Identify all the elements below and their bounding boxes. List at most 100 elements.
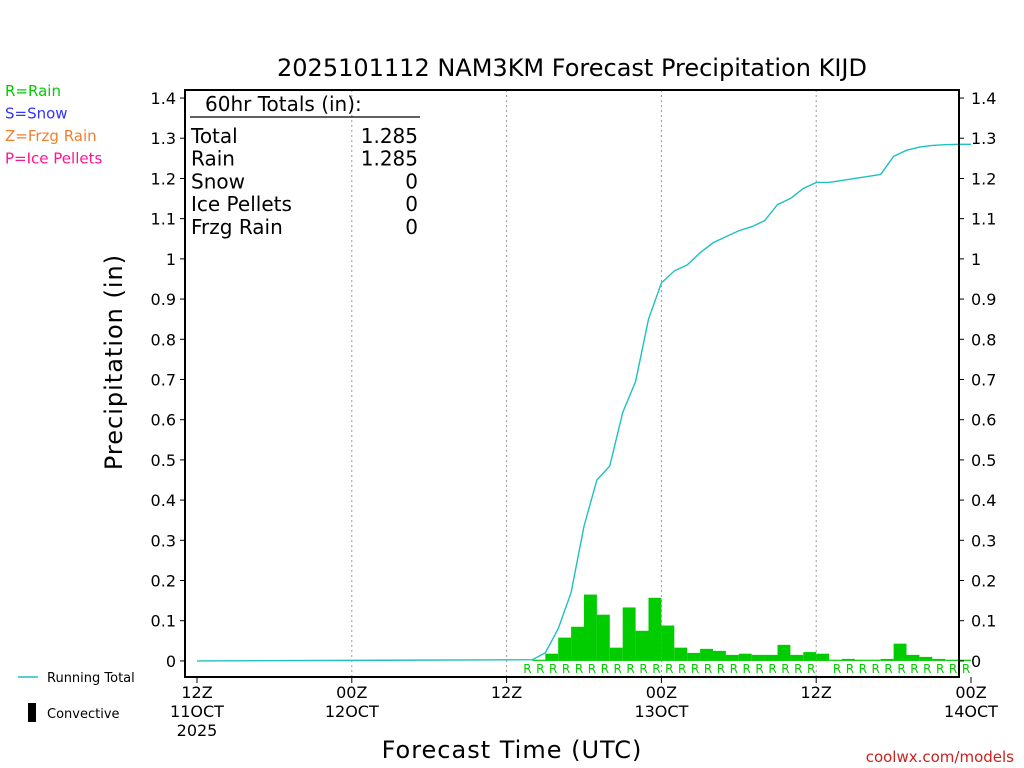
ytick-label-right-8: 0.8 <box>971 330 996 349</box>
ytick-label-right-10: 1 <box>971 250 981 269</box>
precip-bar-40 <box>700 648 713 661</box>
xtick-label-1-0: 00Z <box>336 683 367 702</box>
precip-bar-48 <box>803 652 817 661</box>
ptype-letter-26: R <box>523 662 531 676</box>
precip-type-legend: R=Rain S=Snow Z=Frzg Rain P=Ice Pellets <box>5 82 102 168</box>
ptype-letter-48: R <box>807 662 815 676</box>
ytick-label-left-12: 1.2 <box>151 169 176 188</box>
ytick-label-left-6: 0.6 <box>151 411 176 430</box>
ytick-label-left-8: 0.8 <box>151 330 176 349</box>
ytick-label-right-3: 0.3 <box>971 531 996 550</box>
y-axis-left: 0 0.1 0.2 0.3 0.4 0.5 0.6 0.7 0.8 0.9 1 1.1 1.2 1.3 1.… <box>151 89 185 671</box>
totals-value-2: 0 <box>405 169 418 193</box>
totals-value-3: 0 <box>405 192 418 216</box>
xtick-label-5-0: 00Z <box>955 683 986 702</box>
precip-bar-43 <box>738 653 752 661</box>
running-total-legend-label: Running Total <box>47 671 135 686</box>
plot-frame <box>184 89 960 678</box>
vertical-gridlines <box>351 90 817 677</box>
xtick-label-4-0: 12Z <box>801 683 832 702</box>
xtick-label-3-0: 00Z <box>646 683 677 702</box>
ytick-label-left-0: 0 <box>166 652 176 671</box>
ytick-label-left-3: 0.3 <box>151 531 176 550</box>
ptype-letter-58: R <box>936 662 944 676</box>
totals-header: 60hr Totals (in): <box>205 92 362 116</box>
precip-bar-52 <box>854 659 868 661</box>
convective-legend-label: Convective <box>47 707 120 722</box>
precip-bar-29 <box>558 637 572 661</box>
ptype-letter-52: R <box>859 662 867 676</box>
ytick-label-left-1: 0.1 <box>151 612 176 631</box>
totals-label-2: Snow <box>191 169 245 193</box>
ptype-letter-55: R <box>897 662 905 676</box>
ptype-letter-60: R <box>962 662 970 676</box>
ptype-letter-47: R <box>794 662 802 676</box>
legend-type-2: Z=Frzg Rain <box>5 127 97 145</box>
precip-bar-57 <box>919 656 933 661</box>
ptype-letter-38: R <box>678 662 686 676</box>
ytick-label-right-14: 1.4 <box>971 89 996 108</box>
ptype-letter-59: R <box>949 662 957 676</box>
totals-label-3: Ice Pellets <box>191 192 292 216</box>
ptype-letter-33: R <box>614 662 622 676</box>
ytick-label-left-4: 0.4 <box>151 491 176 510</box>
ptype-letter-40: R <box>704 662 712 676</box>
xtick-label-5-1: 14OCT <box>944 702 998 721</box>
precip-bar-36 <box>648 597 662 661</box>
ptype-letter-30: R <box>575 662 583 676</box>
ptype-letter-56: R <box>910 662 918 676</box>
ptype-letter-41: R <box>717 662 725 676</box>
ytick-label-right-4: 0.4 <box>971 491 996 510</box>
totals-box: 60hr Totals (in): Total 1.285 Rain 1.285 Sno… <box>190 92 420 239</box>
running-total-line <box>196 143 971 662</box>
ptype-letter-54: R <box>884 662 892 676</box>
precip-bar-31 <box>584 594 597 661</box>
credit-text: coolwx.com/models <box>866 748 1014 766</box>
ytick-label-left-9: 0.9 <box>151 290 176 309</box>
precip-bar-28 <box>545 653 559 661</box>
ytick-label-right-6: 0.6 <box>971 411 996 430</box>
totals-label-1: Rain <box>191 147 235 171</box>
ptype-letter-51: R <box>846 662 854 676</box>
convective-legend-swatch <box>28 703 36 722</box>
ytick-label-left-13: 1.3 <box>151 129 176 148</box>
xtick-label-0-2: 2025 <box>177 721 218 740</box>
precip-bar-59 <box>945 659 959 661</box>
precip-bar-34 <box>622 607 636 661</box>
precip-bar-30 <box>571 626 584 661</box>
ptype-letter-46: R <box>781 662 789 676</box>
totals-label-0: Total <box>190 124 238 148</box>
ptype-letter-53: R <box>872 662 880 676</box>
x-axis-label: Forecast Time (UTC) <box>382 736 643 764</box>
precip-bar-46 <box>777 644 791 661</box>
ytick-label-right-13: 1.3 <box>971 129 996 148</box>
precip-bar-58 <box>932 658 946 661</box>
ytick-label-left-7: 0.7 <box>151 370 176 389</box>
ptype-letter-50: R <box>833 662 841 676</box>
precip-bar-54 <box>880 658 894 661</box>
xtick-label-0-0: 12Z <box>181 683 212 702</box>
totals-value-0: 1.285 <box>361 124 418 148</box>
xtick-label-2-0: 12Z <box>491 683 522 702</box>
totals-value-1: 1.285 <box>361 147 418 171</box>
chart-title: 2025101112 NAM3KM Forecast Precipitation… <box>277 54 867 82</box>
precip-bar-49 <box>816 653 830 661</box>
precip-bar-55 <box>893 643 907 661</box>
ptype-letter-45: R <box>768 662 776 676</box>
ptype-letter-27: R <box>536 662 544 676</box>
precip-bar-33 <box>609 647 623 661</box>
precip-bar-56 <box>906 654 920 661</box>
xtick-label-0-1: 11OCT <box>170 702 224 721</box>
precip-bar-39 <box>687 652 701 661</box>
precip-bar-38 <box>674 647 688 661</box>
precip-bar-42 <box>725 654 739 661</box>
ytick-label-left-11: 1.1 <box>151 210 176 229</box>
precip-bar-50 <box>829 659 842 661</box>
precip-bar-37 <box>661 625 675 661</box>
ptype-letter-29: R <box>562 662 570 676</box>
ptype-letter-32: R <box>601 662 609 676</box>
precip-bar-51 <box>842 658 855 661</box>
ptype-letter-28: R <box>549 662 557 676</box>
